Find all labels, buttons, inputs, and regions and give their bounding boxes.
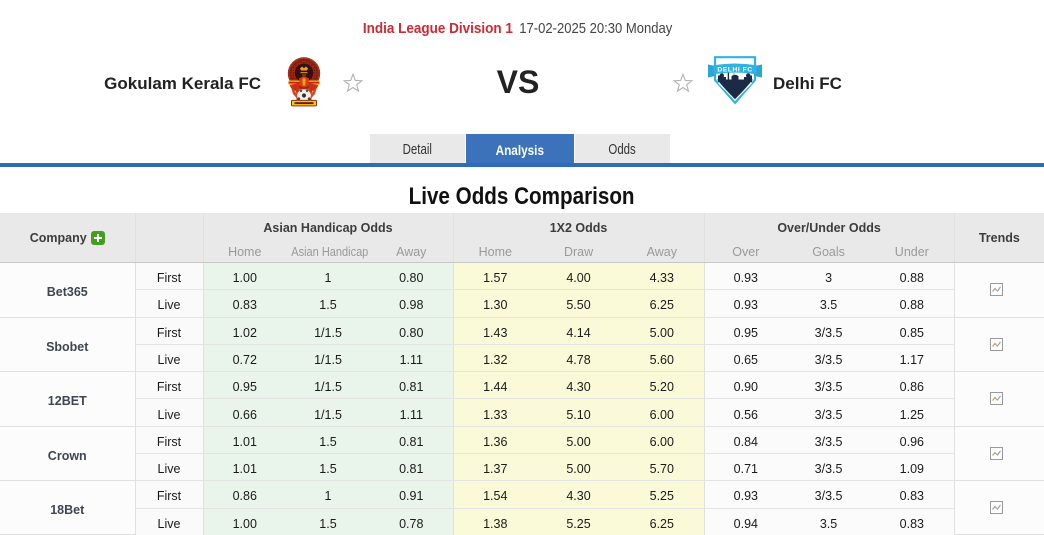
svg-text:DELHI FC: DELHI FC — [717, 66, 752, 73]
